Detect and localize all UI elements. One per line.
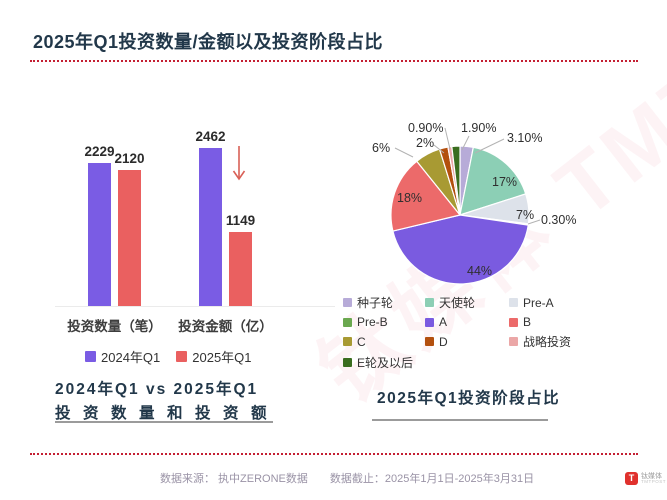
bar-2025-amount [229, 232, 252, 306]
bar-2025-count [118, 169, 141, 306]
pie-legend: 种子轮 天使轮 Pre-A Pre-B A B C D 战略投资 E轮及以后 [343, 294, 639, 371]
legend-swatch-a [425, 317, 434, 327]
legend-label-angel: 天使轮 [439, 296, 476, 310]
bar-chart-caption: 2024年Q1 vs 2025年Q1 投资数量和投资额 [55, 377, 275, 423]
category-amount-label: 投资金额（亿） [178, 319, 273, 334]
legend-swatch-pre-b [343, 317, 352, 327]
legend-item-strategic: 战略投资 [509, 333, 639, 350]
category-count: 投资数量（笔） [67, 315, 162, 335]
legend-label-a: A [439, 315, 448, 329]
legend-label-2024: 2024年Q1 [101, 350, 161, 365]
pie-label-d: 2% [416, 136, 435, 150]
pie-caption-underline [372, 419, 548, 421]
legend-item-d: D [425, 333, 509, 350]
footer-divider [30, 453, 638, 455]
legend-swatch-seed [343, 298, 352, 307]
legend-swatch-d [425, 337, 434, 346]
brand-logo-subtext: TMTPOST [641, 478, 666, 484]
brand-logo-icon: T [625, 472, 638, 485]
title-divider [30, 60, 638, 62]
bar-2024-count [88, 163, 111, 306]
bar-col-2024-amount: 2462 [195, 129, 226, 306]
bar-col-2024-count: 2229 [84, 144, 115, 306]
pie-label-pre-a: 7% [516, 208, 535, 222]
bar-value-label: 2229 [84, 144, 115, 159]
bar-col-2025-count: 2120 [114, 151, 145, 306]
footer-logo: T 钛媒体 TMTPOST [625, 472, 666, 485]
legend-label-pre-b: Pre-B [357, 315, 388, 329]
legend-swatch-2025 [176, 351, 188, 362]
legend-label-d: D [439, 334, 448, 349]
pie-label-pre-b: 0.30% [541, 213, 577, 227]
legend-swatch-c [343, 337, 352, 346]
bar-value-label: 1149 [225, 213, 256, 229]
legend-swatch-strategic [509, 337, 518, 346]
decline-arrow-icon [232, 146, 246, 181]
bar-category-labels: 投资数量（笔） 投资金额（亿） [55, 315, 335, 335]
legend-swatch-e-later [343, 358, 352, 367]
bar-group-count: 2229 2120 [84, 144, 145, 306]
legend-label-b: B [523, 315, 532, 329]
bar-chart: 2229 2120 2462 1149 [55, 129, 335, 366]
bar-value-label: 2120 [114, 150, 145, 166]
bar-legend: 2024年Q1 2025年Q1 [85, 347, 335, 366]
brand-logo-text: 钛媒体 [641, 472, 662, 480]
legend-swatch-b [509, 317, 518, 327]
data-source: 数据来源： 执中ZERONE数据 [160, 473, 308, 485]
legend-label-pre-a: Pre-A [523, 295, 554, 310]
legend-label-2025: 2025年Q1 [192, 350, 252, 365]
pie-slice-B [390, 160, 462, 232]
brand-logo-texts: 钛媒体 TMTPOST [641, 473, 666, 485]
legend-item-b: B [509, 315, 639, 329]
bar-plot: 2229 2120 2462 1149 [55, 129, 335, 307]
legend-label-seed: 种子轮 [357, 296, 394, 310]
legend-label-e-later: E轮及以后 [357, 356, 414, 370]
legend-item-angel: 天使轮 [425, 294, 509, 311]
legend-swatch-2024 [85, 351, 96, 362]
pie-chart-caption: 2025年Q1投资阶段占比 [377, 390, 561, 407]
bar-group-amount: 2462 1149 [195, 129, 256, 306]
legend-item-pre-a: Pre-A [509, 294, 639, 311]
legend-item-pre-b: Pre-B [343, 315, 425, 329]
category-count-label: 投资数量（笔） [67, 319, 162, 334]
pie-slice-天使轮 [459, 146, 527, 216]
pie-label-a: 44% [467, 264, 493, 278]
legend-item-e-later: E轮及以后 [343, 354, 425, 371]
legend-swatch-angel [425, 298, 434, 307]
legend-item-2024: 2024年Q1 [85, 347, 160, 366]
bar-value-label: 2462 [195, 129, 226, 144]
legend-label-c: C [357, 334, 366, 349]
footer: 数据来源： 执中ZERONE数据 数据截止：2025年1月1日-2025年3月3… [160, 470, 534, 486]
bar-caption-line1: 2024年Q1 vs 2025年Q1 [55, 381, 259, 398]
pie-slice-A [392, 214, 529, 285]
legend-item-c: C [343, 333, 425, 350]
pie-leader-lines [394, 127, 541, 225]
pie-label-strategic: 0.90% [408, 121, 444, 135]
legend-item-2025: 2025年Q1 [176, 347, 252, 366]
category-amount: 投资金额（亿） [178, 315, 273, 335]
bar-2024-amount [199, 148, 222, 306]
legend-swatch-pre-a [509, 298, 518, 307]
bar-caption-line2: 投资数量和投资额 [55, 405, 280, 422]
pie-label-c: 6% [372, 141, 391, 155]
legend-label-strategic: 战略投资 [523, 335, 572, 349]
pie-label-seed: 3.10% [507, 131, 543, 145]
pie-label-b: 18% [397, 191, 423, 205]
pie-slice-E轮及以后 [451, 145, 461, 216]
legend-item-a: A [425, 315, 509, 329]
pie-chart [390, 145, 530, 285]
bar-caption-underline [55, 421, 273, 423]
page-title: 2025年Q1投资数量/金额以及投资阶段占比 [33, 32, 384, 52]
bar-col-2025-amount: 1149 [225, 213, 256, 306]
data-deadline: 数据截止：2025年1月1日-2025年3月31日 [329, 473, 535, 485]
legend-item-seed: 种子轮 [343, 294, 425, 311]
pie-label-angel: 17% [492, 175, 518, 189]
pie-label-e-later: 1.90% [461, 121, 497, 135]
